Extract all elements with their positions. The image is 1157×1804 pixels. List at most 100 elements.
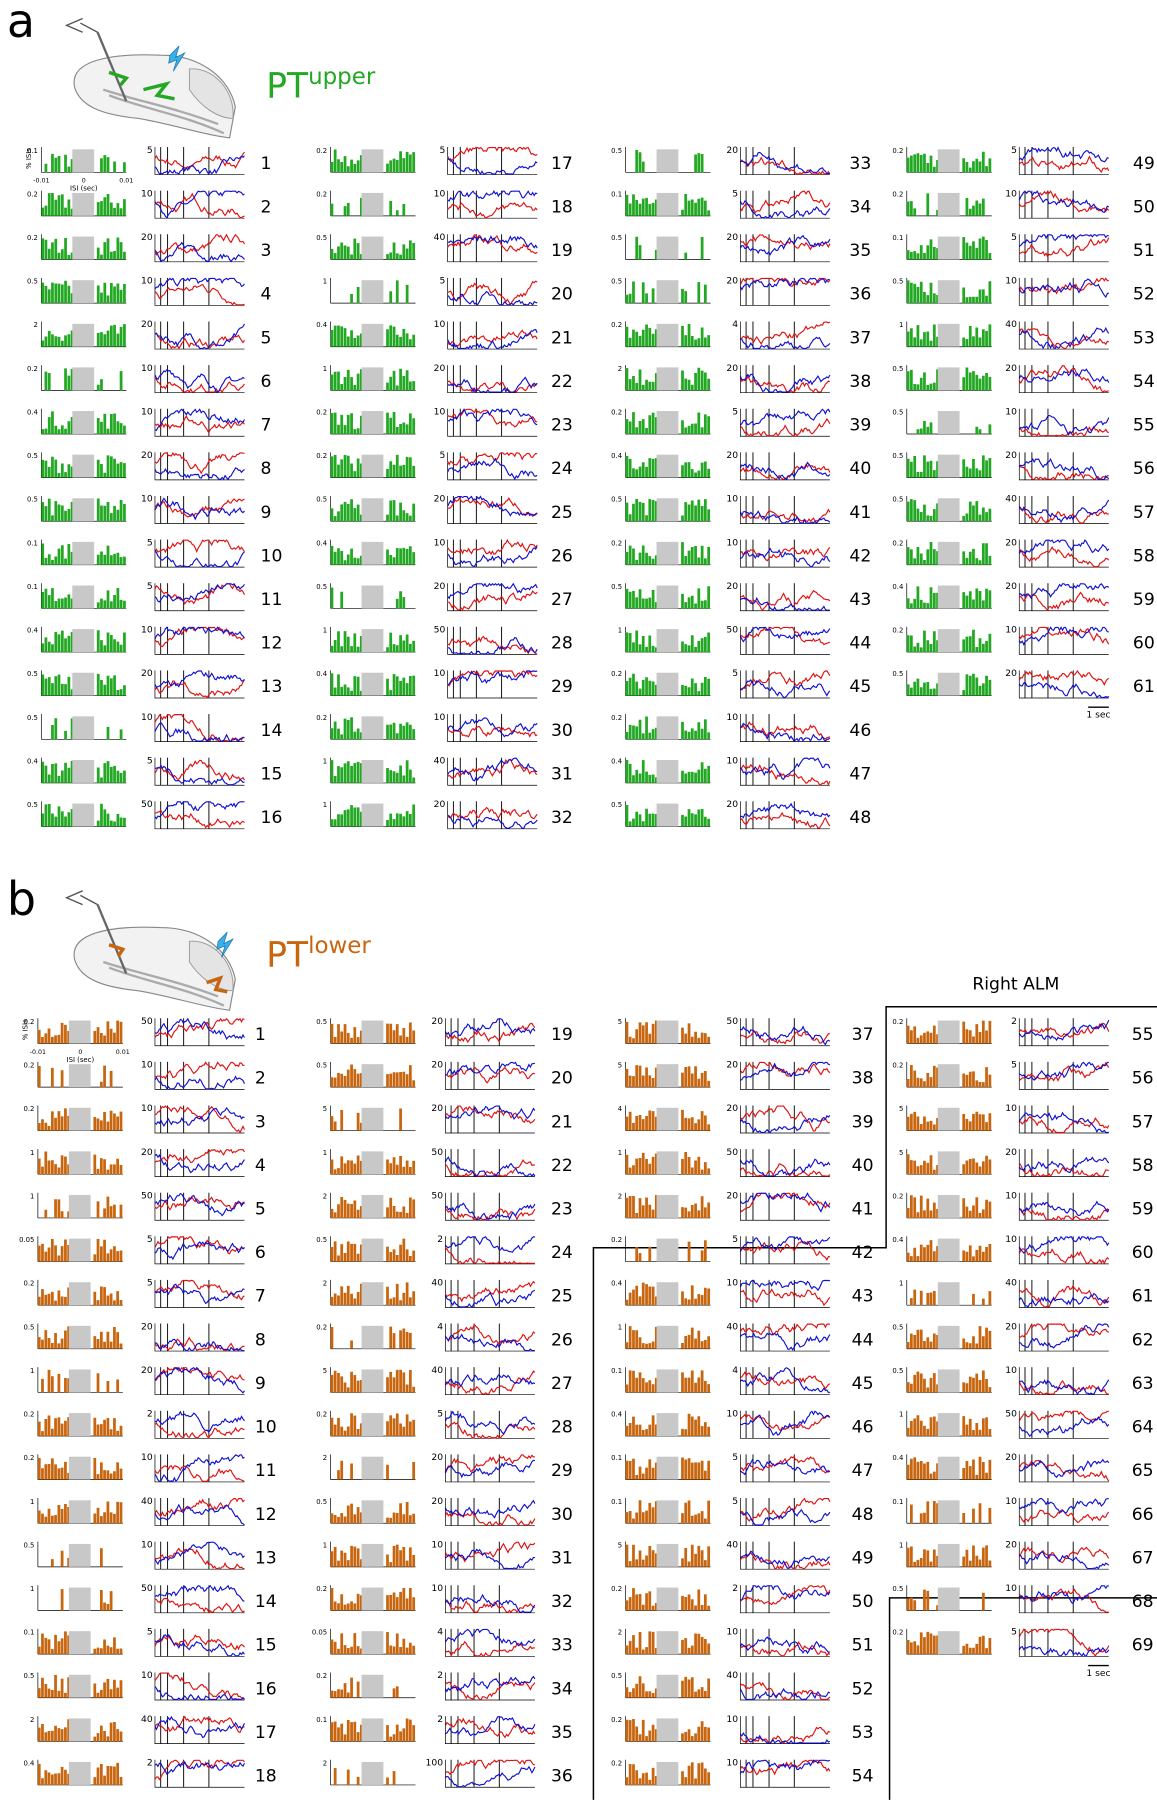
psth-trace — [447, 670, 538, 686]
psth-axes — [447, 365, 538, 394]
refractory-window — [937, 1325, 960, 1349]
hist-bars — [41, 411, 126, 434]
pipette-wire — [64, 890, 98, 906]
refractory-window — [937, 149, 960, 173]
cell-number: 41 — [852, 1200, 874, 1220]
psth-tick-label: 20 — [726, 1103, 738, 1114]
psth-axes — [739, 190, 830, 219]
cell-number: 63 — [1132, 1374, 1154, 1394]
psth-trace — [739, 1759, 831, 1774]
psth-trace — [739, 408, 831, 426]
hist-bars — [330, 760, 416, 783]
psth-axes — [1018, 365, 1109, 394]
psth-trace — [739, 375, 831, 393]
psth-tick-label: 10 — [1005, 1583, 1017, 1594]
psth-tick-label: 10 — [141, 276, 153, 287]
psth-trace — [154, 679, 245, 699]
refractory-window — [72, 629, 95, 653]
cell-number: 1 — [255, 1025, 266, 1045]
psth-tick-label: 5 — [1011, 145, 1017, 156]
psth-trace — [1018, 1248, 1110, 1265]
cell-number: 32 — [551, 808, 573, 828]
psth-trace — [447, 538, 538, 556]
cell-number: 10 — [261, 546, 283, 566]
psth-trace — [447, 814, 538, 829]
psth-axes — [445, 1628, 535, 1657]
isi-tick-label: 1 — [899, 1411, 903, 1419]
psth-trace — [739, 757, 831, 780]
isi-tick-label: 5 — [618, 1062, 622, 1070]
refractory-window — [68, 1282, 91, 1306]
hist-bars — [635, 1240, 707, 1262]
psth-trace — [154, 1686, 245, 1701]
isi-tick-label: 0.1 — [27, 539, 38, 547]
hist-bars — [330, 1022, 416, 1044]
cell-number: 55 — [1133, 416, 1155, 436]
psth-trace — [447, 582, 538, 600]
refractory-window — [656, 1543, 679, 1567]
cell-number: 41 — [849, 503, 871, 523]
refractory-window — [937, 629, 960, 653]
psth-trace — [154, 497, 245, 521]
psth-trace — [1019, 1115, 1110, 1134]
cell-number: 27 — [551, 590, 573, 610]
hist-bars — [37, 1065, 113, 1088]
isi-tick-label: 1 — [30, 1367, 34, 1375]
psth-axes — [154, 1018, 245, 1047]
hist-bars — [625, 586, 711, 609]
psth-trace — [445, 1716, 536, 1737]
psth-axes — [739, 234, 830, 263]
cell-number: 35 — [849, 241, 871, 261]
psth-trace — [447, 328, 538, 350]
psth-tick-label: 20 — [141, 1147, 153, 1158]
psth-trace — [739, 1240, 831, 1262]
psth-trace — [739, 670, 831, 691]
isi-x-tick: 0.01 — [119, 178, 133, 185]
isi-tick-label: 0.5 — [316, 1062, 327, 1070]
hist-bars — [330, 1238, 416, 1262]
psth-trace — [739, 1641, 831, 1657]
cell-number: 36 — [849, 285, 871, 305]
isi-x-tick: 0 — [82, 178, 86, 185]
psth-tick-label: 2 — [437, 1670, 443, 1681]
psth-trace — [1019, 237, 1110, 258]
psth-trace — [1018, 1628, 1110, 1657]
refractory-window — [656, 1238, 679, 1262]
hist-bars — [330, 1155, 416, 1175]
cell-number: 50 — [1133, 197, 1155, 217]
hist-bars — [625, 498, 711, 522]
psth-axes — [1018, 234, 1109, 263]
hist-bars — [906, 324, 992, 347]
psth-trace — [445, 1765, 536, 1788]
isi-y-label: % ISIs — [25, 148, 33, 169]
cell-number: 25 — [551, 1287, 573, 1307]
cell-number: 65 — [1132, 1461, 1154, 1481]
psth-trace — [447, 376, 538, 394]
isi-tick-label: 2 — [34, 321, 38, 329]
hist-bars — [330, 197, 406, 216]
hist-bars — [330, 1677, 399, 1698]
hist-bars — [330, 1544, 416, 1567]
isi-y-label: % ISIs — [22, 1019, 30, 1040]
hist-bars — [330, 411, 416, 434]
psth-trace — [740, 1105, 831, 1132]
psth-trace — [154, 323, 245, 350]
hist-bars — [41, 193, 126, 216]
psth-tick-label: 10 — [141, 1670, 153, 1681]
isi-tick-label: 0.5 — [611, 583, 622, 591]
refractory-window — [68, 1500, 91, 1524]
isi-x-label: ISI (sec) — [67, 1056, 95, 1064]
psth-trace — [739, 277, 830, 291]
refractory-window — [937, 1282, 960, 1306]
scale-bar-label: 1 sec — [1086, 1668, 1110, 1679]
isi-tick-label: 0.2 — [611, 670, 622, 678]
psth-axes — [739, 408, 830, 437]
cell-number: 28 — [551, 634, 573, 654]
hist-bars — [625, 1151, 711, 1175]
refractory-window — [656, 280, 679, 304]
psth-axes — [1018, 1541, 1109, 1570]
isi-tick-label: 1 — [323, 1541, 327, 1549]
isi-tick-label: 0.5 — [316, 496, 327, 504]
psth-axes — [154, 1454, 245, 1483]
hist-bars — [37, 1151, 123, 1175]
